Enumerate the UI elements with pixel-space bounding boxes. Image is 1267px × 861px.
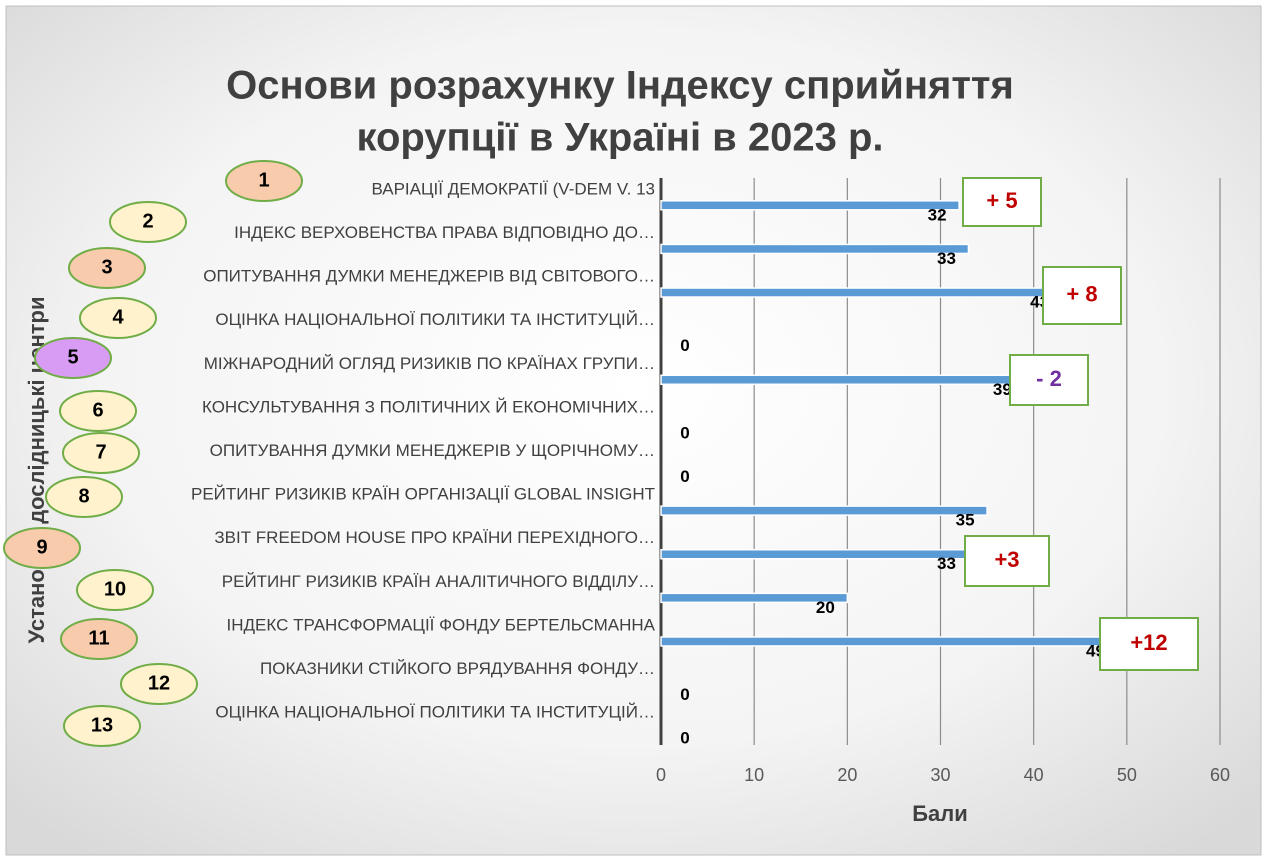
category-label: ІНДЕКС ВЕРХОВЕНСТВА ПРАВА ВІДПОВІДНО ДО… [234, 223, 655, 242]
badge-label: 3 [101, 256, 112, 278]
value-label: 39 [993, 380, 1012, 399]
badge-label: 7 [95, 441, 106, 463]
annotation: +3 [994, 547, 1019, 572]
category-label: ОПИТУВАННЯ ДУМКИ МЕНЕДЖЕРІВ У ЩОРІЧНОМУ… [210, 441, 655, 460]
annotation-box [1009, 354, 1089, 406]
category-label: ОЦІНКА НАЦІОНАЛЬНОЇ ПОЛІТИКИ ТА ІНСТИТУЦ… [215, 703, 655, 722]
category-label: ВАРІАЦІЇ ДЕМОКРАТІЇ (V-DEM V. 13 [371, 179, 655, 198]
badge-label: 12 [148, 672, 170, 694]
category-label: ОПИТУВАННЯ ДУМКИ МЕНЕДЖЕРІВ ВІД СВІТОВОГ… [203, 267, 655, 286]
annotation: +12 [1130, 630, 1167, 655]
x-tick-label: 50 [1117, 765, 1137, 785]
bar [660, 200, 960, 211]
badge-label: 13 [91, 714, 113, 736]
category-label: МІЖНАРОДНИЙ ОГЛЯД РИЗИКІВ ПО КРАЇНАХ ГРУ… [204, 354, 655, 373]
value-label: 0 [680, 423, 689, 442]
badge [109, 201, 187, 243]
x-tick-label: 10 [744, 765, 764, 785]
bar [660, 505, 988, 516]
badge [34, 337, 112, 379]
badge [60, 618, 138, 660]
bar [660, 374, 1026, 386]
badge [120, 663, 198, 705]
badge [62, 432, 140, 474]
x-tick-label: 40 [1024, 765, 1044, 785]
x-tick-label: 30 [930, 765, 950, 785]
badge-label: 10 [104, 578, 126, 600]
category-label: ЗВІТ FREEDOM HOUSE ПРО КРАЇНИ ПЕРЕХІДНОГ… [214, 528, 655, 547]
badge [76, 569, 154, 611]
bar [660, 243, 970, 255]
annotation-box [1042, 266, 1122, 325]
badge-label: 2 [142, 210, 153, 232]
badge-label: 8 [78, 485, 89, 507]
badge-label: 6 [92, 399, 103, 421]
category-label: ПОКАЗНИКИ СТІЙКОГО ВРЯДУВАННЯ ФОНДУ… [260, 659, 655, 678]
annotation-box [962, 177, 1042, 227]
x-tick-label: 20 [837, 765, 857, 785]
badge [79, 297, 157, 339]
category-label: ОЦІНКА НАЦІОНАЛЬНОЇ ПОЛІТИКИ ТА ІНСТИТУЦ… [215, 310, 655, 329]
bar [660, 548, 970, 560]
annotation: + 8 [1066, 281, 1097, 306]
value-label: 0 [680, 336, 689, 355]
badge [68, 247, 146, 289]
badge [3, 527, 81, 569]
annotation-box [964, 535, 1050, 587]
category-label: ІНДЕКС ТРАНСФОРМАЦІЇ ФОНДУ БЕРТЕЛЬСМАННА [227, 615, 656, 634]
x-tick-label: 0 [656, 765, 666, 785]
bar [660, 592, 849, 604]
value-label: 33 [937, 249, 956, 268]
value-label: 33 [937, 554, 956, 573]
category-label: РЕЙТИНГ РИЗИКІВ КРАЇН АНАЛІТИЧНОГО ВІДДІ… [222, 572, 655, 591]
badge-label: 9 [36, 536, 47, 558]
annotation-box [1099, 617, 1199, 671]
badge-label: 4 [112, 306, 124, 328]
badge-label: 5 [67, 346, 78, 368]
bar [660, 287, 1063, 298]
value-label: 0 [680, 729, 689, 748]
annotation: - 2 [1036, 366, 1062, 391]
badge [59, 390, 137, 432]
chart-title: корупції в Україні в 2023 р. [356, 116, 883, 160]
category-label: РЕЙТИНГ РИЗИКІВ КРАЇН ОРГАНІЗАЦІЇ GLOBAL… [191, 485, 655, 504]
x-tick-label: 60 [1210, 765, 1230, 785]
badge-label: 1 [258, 169, 269, 191]
badge [45, 476, 123, 518]
value-label: 32 [928, 205, 947, 224]
x-axis-label: Бали [912, 801, 968, 826]
badge [63, 705, 141, 747]
badge [225, 160, 303, 202]
category-label: КОНСУЛЬТУВАННЯ З ПОЛІТИЧНИХ Й ЕКОНОМІЧНИ… [202, 397, 655, 416]
annotation: + 5 [986, 188, 1017, 213]
bar [660, 636, 1119, 647]
value-label: 20 [816, 598, 835, 617]
value-label: 35 [956, 511, 975, 530]
value-label: 0 [680, 467, 689, 486]
value-label: 0 [680, 685, 689, 704]
chart-title: Основи розрахунку Індексу сприйняття [226, 64, 1014, 108]
background [5, 5, 1262, 856]
badge-label: 11 [88, 627, 109, 649]
